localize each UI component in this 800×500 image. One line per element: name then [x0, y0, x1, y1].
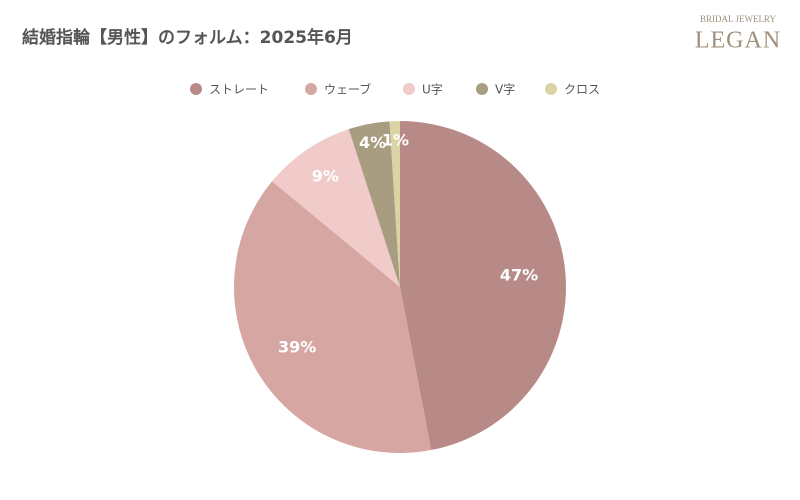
legend-swatch — [403, 83, 415, 95]
brand-tagline: BRIDAL JEWELRY — [700, 14, 776, 24]
data-label: 39% — [278, 337, 316, 356]
legend-label: ウェーブ — [324, 82, 371, 97]
legend-swatch — [476, 83, 488, 95]
legend-label: V字 — [495, 82, 515, 97]
pie-slice — [400, 121, 566, 451]
legend-swatch — [190, 83, 202, 95]
data-label: 1% — [382, 130, 409, 149]
pie-slice — [233, 181, 432, 453]
legend-label: U字 — [422, 82, 443, 97]
chart-title: 結婚指輪【男性】のフォルム：2025年6月 — [22, 27, 353, 48]
legend-label: クロス — [564, 83, 600, 97]
data-label: 9% — [312, 167, 339, 186]
data-label: 4% — [359, 133, 386, 152]
pie-slice — [272, 129, 400, 287]
pie-slice — [348, 121, 400, 287]
pie-slice — [389, 121, 400, 287]
legend-label: ストレート — [209, 83, 269, 97]
legend-swatch — [545, 83, 557, 95]
legend-swatch — [305, 83, 317, 95]
brand-name: LEGAN — [695, 28, 781, 54]
data-label: 47% — [500, 265, 538, 284]
